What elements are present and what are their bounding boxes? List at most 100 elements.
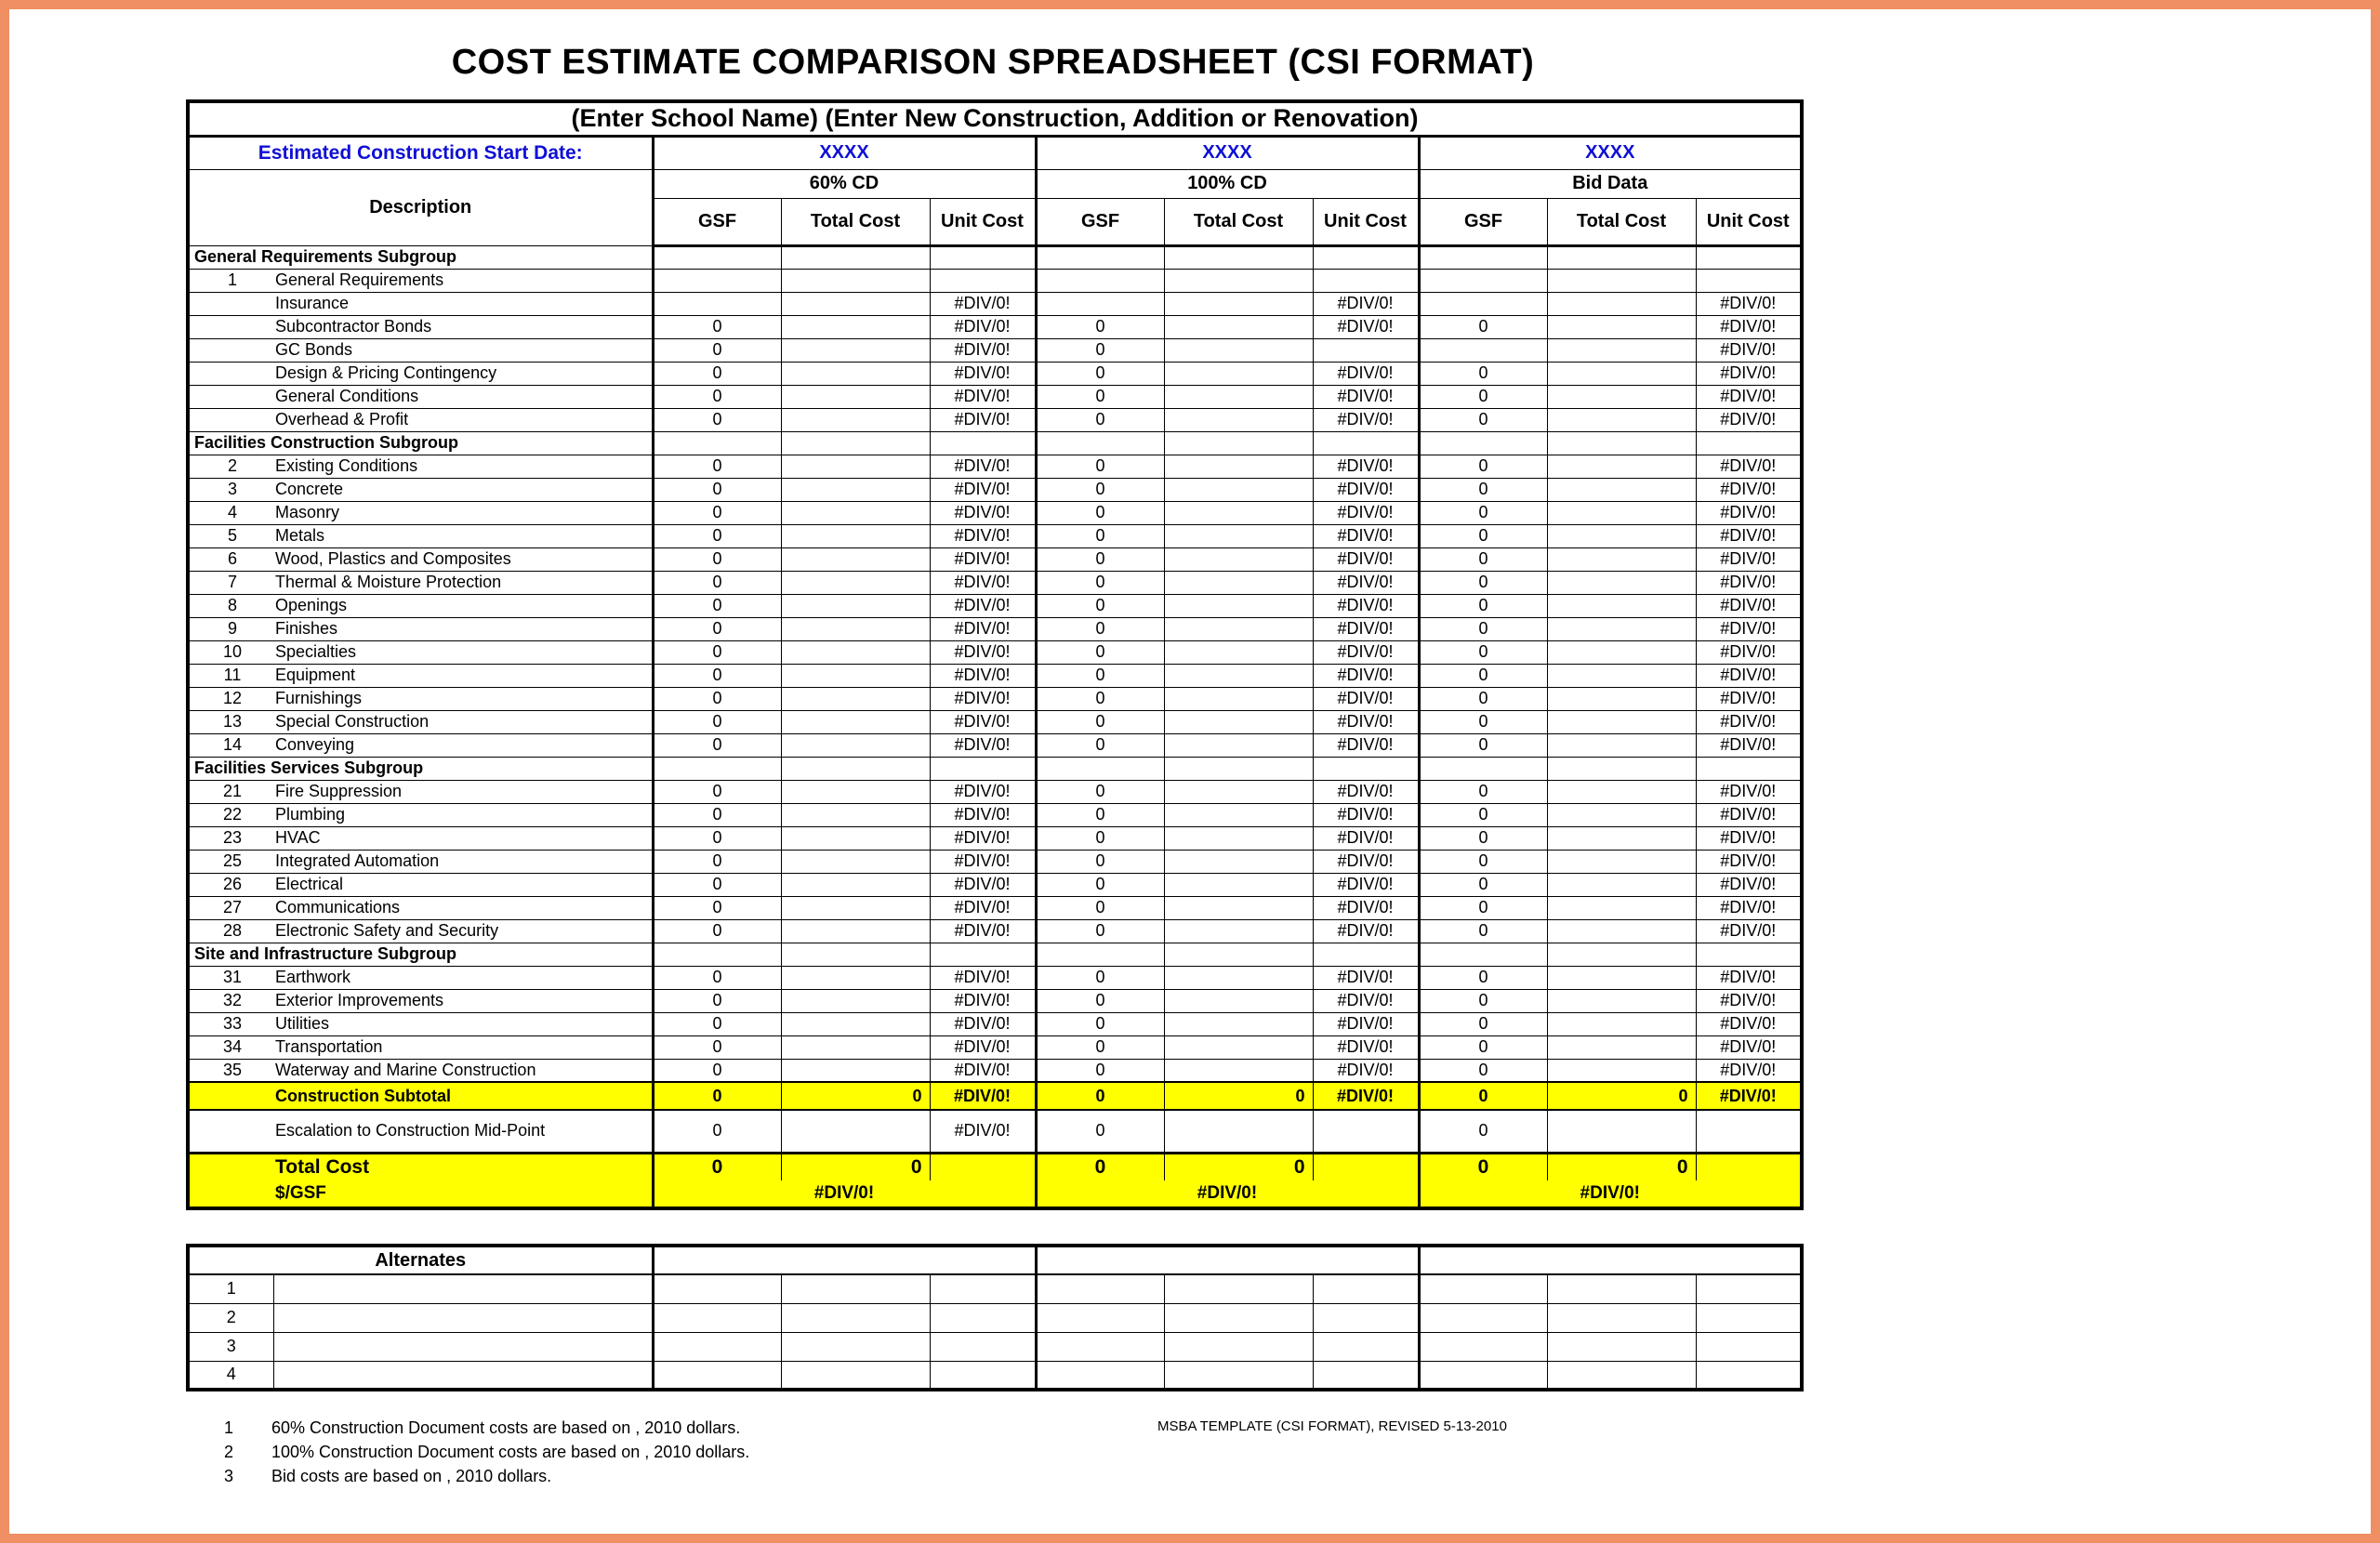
- unit-cost-cell: #DIV/0!: [1312, 802, 1420, 827]
- empty-cell: [780, 942, 931, 967]
- row-description: Conveying: [275, 735, 355, 754]
- group-unit-cost-cell: #DIV/0!: [1417, 1180, 1803, 1209]
- total-cost-cell: [780, 547, 931, 572]
- group-unit-cost-cell: #DIV/0!: [651, 1180, 1037, 1209]
- gsf-cell: 0: [1417, 872, 1548, 897]
- gsf-cell: [651, 291, 782, 316]
- unit-cost-cell: #DIV/0!: [1695, 523, 1803, 548]
- column-header-unit-cost: Unit Cost: [1695, 197, 1803, 247]
- row-number: 3: [227, 480, 237, 498]
- gsf-cell: 0: [1417, 965, 1548, 990]
- total-cost-cell: [1546, 337, 1697, 363]
- gsf-cell: 0: [651, 454, 782, 479]
- unit-cost-cell: [929, 1151, 1037, 1180]
- alternate-description: [272, 1302, 654, 1333]
- unit-cost-cell: #DIV/0!: [1312, 1011, 1420, 1036]
- gsf-cell: 0: [1417, 779, 1548, 804]
- unit-cost-cell: [1312, 1109, 1420, 1154]
- total-cost-cell: [1546, 361, 1697, 386]
- gsf-cell: 0: [1417, 988, 1548, 1013]
- row-description: Overhead & Profit: [275, 410, 409, 429]
- unit-cost-cell: #DIV/0!: [1312, 849, 1420, 874]
- empty-cell: [1034, 1302, 1165, 1333]
- total-cost-cell: [1546, 1058, 1697, 1083]
- unit-cost-cell: #DIV/0!: [929, 849, 1037, 874]
- empty-cell: [929, 942, 1037, 967]
- gsf-cell: 0: [1417, 593, 1548, 618]
- empty-cell: [651, 244, 782, 270]
- total-cost-cell: [780, 407, 931, 432]
- empty-cell: [1312, 1273, 1420, 1304]
- group-header-60cd: 60% CD: [651, 168, 1037, 199]
- empty-cell: [1312, 430, 1420, 455]
- row-number: 8: [227, 596, 237, 614]
- table-row: 4 Masonry 0 #DIV/0! 0 #DIV/0! 0 #DIV/0!: [187, 500, 1803, 525]
- unit-cost-cell: #DIV/0!: [929, 570, 1037, 595]
- total-cost-cell: [780, 1058, 931, 1083]
- gsf-cell: 0: [651, 1035, 782, 1060]
- total-cost-cell: [1163, 593, 1314, 618]
- cost-comparison-table: (Enter School Name) (Enter New Construct…: [186, 99, 1805, 1210]
- row-description: Subcontractor Bonds: [275, 317, 432, 336]
- unit-cost-cell: [1312, 268, 1420, 293]
- gsf-cell: 0: [651, 1058, 782, 1083]
- empty-cell: [1034, 942, 1165, 967]
- unit-cost-cell: #DIV/0!: [1695, 384, 1803, 409]
- row-number: 22: [222, 805, 243, 824]
- total-cost-cell: [1546, 849, 1697, 874]
- unit-cost-cell: #DIV/0!: [1312, 570, 1420, 595]
- start-date-100cd: XXXX: [1034, 135, 1420, 170]
- row-label: 25 Integrated Automation: [187, 849, 654, 874]
- total-cost-cell: [780, 384, 931, 409]
- total-cost-cell: 0: [780, 1081, 931, 1111]
- row-number: 4: [227, 503, 237, 521]
- row-number: 10: [222, 642, 243, 661]
- total-cost-cell: [1163, 616, 1314, 641]
- gsf-cell: 0: [651, 570, 782, 595]
- gsf-cell: [1034, 268, 1165, 293]
- unit-cost-cell: #DIV/0!: [929, 291, 1037, 316]
- gsf-cell: 0: [651, 663, 782, 688]
- gsf-cell: 0: [1034, 918, 1165, 943]
- empty-cell: [1695, 1331, 1803, 1362]
- column-header-gsf: GSF: [651, 197, 782, 247]
- table-row: 28 Electronic Safety and Security 0 #DIV/0!…: [187, 918, 1803, 943]
- total-cost-cell: [780, 1035, 931, 1060]
- total-cost-cell: [780, 802, 931, 827]
- row-number: 25: [222, 851, 243, 870]
- total-cost-cell: 0: [1546, 1081, 1697, 1111]
- row-label: 34 Transportation: [187, 1035, 654, 1060]
- empty-cell: [780, 1273, 931, 1304]
- row-label: 8 Openings: [187, 593, 654, 618]
- unit-cost-cell: #DIV/0!: [929, 616, 1037, 641]
- unit-cost-cell: #DIV/0!: [1695, 337, 1803, 363]
- row-number: 13: [222, 712, 243, 731]
- gsf-cell: 0: [1034, 849, 1165, 874]
- empty-cell: [780, 244, 931, 270]
- alternates-group-100cd: [1034, 1245, 1420, 1275]
- column-header-row: GSF Total Cost Unit Cost GSF Total Cost …: [188, 197, 1803, 247]
- gsf-cell: 0: [651, 965, 782, 990]
- unit-cost-cell: #DIV/0!: [1695, 709, 1803, 734]
- total-cost-cell: [1546, 1035, 1697, 1060]
- row-label: 28 Electronic Safety and Security: [187, 918, 654, 943]
- empty-cell: [1034, 430, 1165, 455]
- total-cost-cell: [1546, 895, 1697, 920]
- gsf-cell: 0: [651, 849, 782, 874]
- row-description: Wood, Plastics and Composites: [275, 549, 511, 568]
- unit-cost-cell: #DIV/0!: [1695, 732, 1803, 758]
- start-date-60cd: XXXX: [651, 135, 1037, 170]
- unit-cost-cell: #DIV/0!: [1695, 570, 1803, 595]
- table-row: 1 General Requirements: [187, 268, 1803, 293]
- total-cost-cell: [780, 523, 931, 548]
- section-row: General Requirements Subgroup: [187, 244, 1803, 270]
- gsf-cell: 0: [1034, 1058, 1165, 1083]
- table-row: 25 Integrated Automation 0 #DIV/0! 0 #DIV/0! 0…: [187, 849, 1803, 874]
- footnote-text: 60% Construction Document costs are base…: [271, 1418, 741, 1437]
- row-label: Subcontractor Bonds: [187, 314, 654, 339]
- unit-cost-cell: #DIV/0!: [1312, 454, 1420, 479]
- empty-cell: [1417, 1360, 1548, 1391]
- table-row: GC Bonds 0 #DIV/0! 0 #DIV/0!: [187, 337, 1803, 363]
- gsf-cell: 0: [651, 1081, 782, 1111]
- total-cost-cell: [1546, 547, 1697, 572]
